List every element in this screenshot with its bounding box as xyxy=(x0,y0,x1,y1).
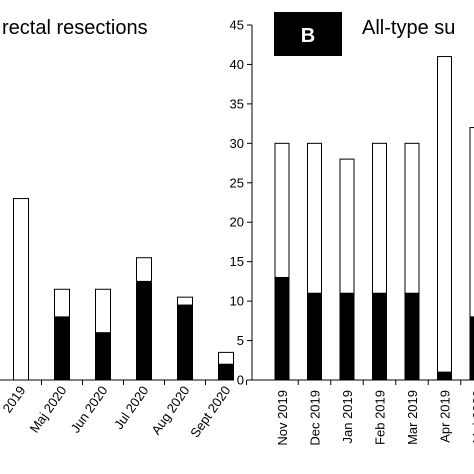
bar-segment-0-4-0 xyxy=(177,304,193,381)
bar-segment-0-5-0 xyxy=(218,363,234,381)
x-tick-label: Jan 2019 xyxy=(340,390,355,444)
bar-segment-1-6-0 xyxy=(469,316,474,381)
x-tick-label: Mar 2019 xyxy=(405,390,420,445)
bar-segment-1-2-1 xyxy=(339,158,355,294)
bar-segment-0-1-0 xyxy=(54,316,70,381)
bar-segment-0-2-0 xyxy=(95,332,111,381)
x-tick-label: Dec 2019 xyxy=(308,390,323,446)
bar-segment-1-5-0 xyxy=(437,371,452,381)
bar-segment-0-2-1 xyxy=(95,288,111,334)
bar-segment-0-3-1 xyxy=(136,257,152,282)
bar-segment-1-2-0 xyxy=(339,292,355,381)
x-tick-label: Feb 2019 xyxy=(373,390,388,445)
bar-segment-1-0-0 xyxy=(274,276,290,381)
y-tick-label: 15 xyxy=(230,254,244,269)
x-tick-label: Aug 2020 xyxy=(148,383,192,437)
bar-segment-1-3-0 xyxy=(372,292,387,381)
bar-segment-1-1-0 xyxy=(307,292,322,381)
bar-segment-1-4-1 xyxy=(404,142,420,294)
y-tick-label: 5 xyxy=(237,333,244,348)
x-tick-label: Apr 2019 xyxy=(438,390,453,443)
y-tick-label: 30 xyxy=(230,136,244,151)
right-panel: 0 5 10 15 20 25 30 35 40 45 Nov 2019 Dec 2019 Jan 20… xyxy=(230,18,474,446)
x-tick-label: Jun 2020 xyxy=(67,383,110,435)
bar-segment-1-3-1 xyxy=(372,142,387,294)
y-tick-label: 45 xyxy=(230,18,244,33)
bar-segment-1-6-1 xyxy=(469,127,474,318)
right-panel-title: All-type su xyxy=(362,17,455,39)
panel-b-label: B xyxy=(301,25,315,47)
bar-segment-0-1-1 xyxy=(54,288,70,318)
bar-segment-1-4-0 xyxy=(404,292,420,381)
left-panel-title: rectal resections xyxy=(2,17,148,39)
y-tick-label: 10 xyxy=(230,294,244,309)
x-tick-label: 2019 xyxy=(0,383,28,415)
x-tick-label: Maj 2020 xyxy=(26,383,69,435)
panel-b-badge xyxy=(274,12,342,56)
y-tick-label: 40 xyxy=(230,57,244,72)
y-tick-label: 0 xyxy=(237,373,244,388)
bar-segment-0-5-1 xyxy=(218,351,234,365)
y-tick-label: 20 xyxy=(230,215,244,230)
x-tick-label: Nov 2019 xyxy=(275,390,290,446)
bar-segment-1-0-1 xyxy=(274,142,290,278)
x-tick-label: Mai 2020 xyxy=(470,390,474,443)
y-tick-label: 25 xyxy=(230,175,244,190)
bar-segment-0-3-0 xyxy=(136,280,152,381)
x-tick-label: Sept 2020 xyxy=(187,383,233,440)
bar-segment-1-1-1 xyxy=(307,142,322,294)
y-tick-label: 35 xyxy=(230,96,244,111)
bar-segment-0-0-1 xyxy=(13,198,29,381)
x-tick-label: Jul 2020 xyxy=(111,383,151,432)
bar-segment-1-5-1 xyxy=(437,56,452,373)
bar-segment-0-4-1 xyxy=(177,296,193,306)
